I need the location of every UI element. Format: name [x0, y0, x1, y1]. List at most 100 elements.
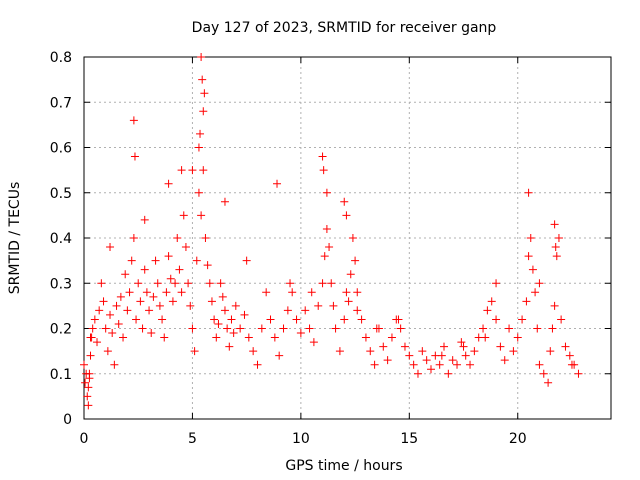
- data-point: [325, 243, 334, 252]
- data-point: [387, 333, 396, 342]
- data-point: [207, 297, 216, 306]
- data-point: [492, 315, 501, 324]
- data-point: [257, 324, 266, 333]
- data-point: [179, 211, 188, 220]
- data-point: [84, 401, 93, 410]
- data-point: [270, 333, 279, 342]
- y-tick-label: 0.6: [50, 141, 72, 157]
- data-point: [101, 324, 110, 333]
- data-point: [212, 333, 221, 342]
- data-point: [470, 347, 479, 356]
- data-point: [366, 347, 375, 356]
- y-tick-label: 0: [63, 412, 72, 428]
- data-point: [194, 143, 203, 152]
- data-point: [518, 315, 527, 324]
- data-point: [481, 333, 490, 342]
- data-point: [574, 369, 583, 378]
- x-tick-label: 0: [80, 431, 89, 447]
- data-point: [86, 333, 95, 342]
- data-point: [130, 152, 139, 161]
- data-point: [231, 301, 240, 310]
- data-point: [273, 179, 282, 188]
- y-tick-label: 0.4: [50, 231, 72, 247]
- data-point: [262, 288, 271, 297]
- data-point: [479, 324, 488, 333]
- data-point: [200, 89, 209, 98]
- data-point: [292, 315, 301, 324]
- data-point: [84, 383, 93, 392]
- data-point: [318, 152, 327, 161]
- data-point: [351, 256, 360, 265]
- data-point: [459, 342, 468, 351]
- data-point: [524, 252, 533, 261]
- data-point: [346, 270, 355, 279]
- data-point: [138, 324, 147, 333]
- data-point: [129, 234, 138, 242]
- data-point: [80, 360, 88, 369]
- data-point: [140, 215, 149, 224]
- data-point: [88, 324, 97, 333]
- y-tick-label: 0.5: [50, 186, 72, 202]
- data-point: [500, 356, 509, 365]
- data-point: [177, 288, 186, 297]
- data-point: [448, 356, 457, 365]
- data-point: [329, 301, 338, 310]
- data-point: [147, 329, 156, 338]
- data-point: [301, 306, 310, 315]
- data-point: [322, 188, 331, 197]
- data-point: [361, 333, 370, 342]
- data-point: [533, 324, 542, 333]
- data-point: [151, 256, 160, 265]
- data-point: [509, 347, 518, 356]
- data-point: [134, 279, 143, 288]
- data-point: [196, 129, 205, 138]
- data-point: [340, 197, 349, 206]
- data-point: [372, 324, 381, 333]
- data-point: [413, 369, 422, 378]
- data-point: [546, 347, 555, 356]
- data-point: [198, 75, 207, 84]
- data-point: [155, 301, 164, 310]
- data-point: [309, 338, 318, 347]
- data-point: [535, 279, 544, 288]
- data-point: [136, 297, 145, 306]
- data-point: [437, 351, 446, 360]
- data-point: [400, 342, 409, 351]
- x-tick-label: 20: [509, 431, 527, 447]
- data-point: [229, 329, 238, 338]
- data-point: [236, 324, 245, 333]
- data-point: [522, 297, 531, 306]
- data-point: [218, 292, 227, 301]
- x-tick-label: 15: [400, 431, 418, 447]
- data-point: [394, 315, 403, 324]
- data-point: [106, 243, 115, 252]
- data-point: [318, 279, 327, 288]
- data-point: [181, 243, 190, 252]
- data-point: [166, 274, 175, 283]
- data-point: [487, 297, 496, 306]
- data-point: [175, 265, 184, 274]
- data-point: [331, 324, 340, 333]
- data-point: [214, 319, 223, 328]
- data-point: [524, 188, 533, 197]
- y-axis-label: SRMTID / TECUs: [7, 182, 23, 295]
- data-point: [551, 243, 560, 252]
- data-point: [227, 315, 236, 324]
- data-point: [125, 288, 134, 297]
- y-tick-label: 0.3: [50, 276, 72, 292]
- data-point: [357, 315, 366, 324]
- data-point: [535, 360, 544, 369]
- data-point: [383, 356, 392, 365]
- data-point: [296, 329, 305, 338]
- data-point: [220, 306, 229, 315]
- grid-lines: [84, 57, 611, 419]
- data-point: [379, 342, 388, 351]
- data-point: [422, 356, 431, 365]
- data-point: [140, 265, 149, 274]
- data-point: [114, 319, 123, 328]
- y-tick-label: 0.7: [50, 95, 72, 111]
- data-point: [327, 279, 336, 288]
- data-point: [108, 329, 117, 338]
- data-point: [279, 324, 288, 333]
